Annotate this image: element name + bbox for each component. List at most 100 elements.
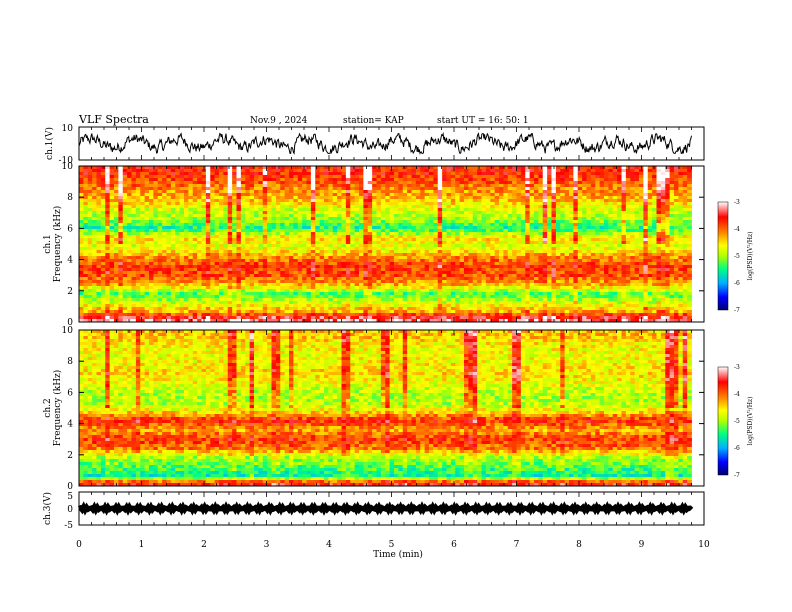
- spectrogram-cell: [459, 256, 465, 260]
- spectrogram-cell: [665, 268, 671, 272]
- spectrogram-cell: [604, 268, 609, 272]
- spectrogram-cell: [175, 187, 181, 191]
- spectrogram-cell: [157, 244, 163, 248]
- spectrogram-cell: [490, 193, 496, 197]
- spectrogram-cell: [337, 172, 342, 176]
- spectrogram-cell: [271, 190, 277, 194]
- spectrogram-cell: [363, 208, 369, 212]
- spectrogram-cell: [503, 184, 509, 188]
- spectrogram-cell: [162, 235, 167, 239]
- spectrogram-cell: [639, 262, 644, 266]
- spectrogram-cell: [310, 262, 316, 266]
- spectrogram-cell: [122, 175, 128, 179]
- spectrogram-cell: [674, 238, 679, 242]
- spectrogram-cell: [367, 241, 373, 245]
- spectrogram-cell: [424, 205, 430, 209]
- spectrogram-cell: [79, 184, 84, 188]
- spectrogram-cell: [643, 217, 649, 221]
- spectrogram-cell: [79, 220, 84, 224]
- spectrogram-cell: [245, 178, 251, 182]
- spectrogram-cell: [188, 199, 194, 203]
- spectrogram-cell: [555, 196, 561, 200]
- spectrogram-cell: [599, 217, 605, 221]
- spectrogram-cell: [385, 268, 391, 272]
- spectrogram-cell: [170, 178, 176, 182]
- spectrogram-cell: [153, 256, 159, 260]
- spectrogram-cell: [415, 241, 421, 245]
- spectrogram-cell: [258, 268, 264, 272]
- spectrogram-cell: [682, 238, 688, 242]
- spectrogram-cell: [385, 184, 391, 188]
- spectrogram-cell: [464, 262, 469, 266]
- spectrogram-cell: [494, 211, 500, 215]
- spectrogram-cell: [407, 196, 412, 200]
- spectrogram-cell: [245, 232, 251, 236]
- spectrogram-cell: [249, 172, 255, 176]
- spectrogram-cell: [87, 229, 93, 233]
- spectrogram-cell: [525, 247, 531, 251]
- spectrogram-cell: [380, 250, 386, 254]
- spectrogram-cell: [472, 226, 478, 230]
- spectrogram-cell: [271, 184, 277, 188]
- spectrogram-cell: [175, 190, 181, 194]
- spectrogram-cell: [499, 268, 504, 272]
- spectrogram-cell: [324, 196, 329, 200]
- spectrogram-cell: [319, 172, 325, 176]
- spectrogram-cell: [402, 229, 408, 233]
- spectrogram-cell: [214, 247, 220, 251]
- spectrogram-cell: [485, 235, 491, 239]
- spectrogram-cell: [547, 256, 552, 260]
- spectrogram-cell: [608, 166, 614, 170]
- spectrogram-cell: [472, 247, 478, 251]
- spectrogram-cell: [555, 178, 561, 182]
- spectrogram-cell: [87, 190, 93, 194]
- spectrogram-cell: [345, 262, 351, 266]
- spectrogram-cell: [499, 208, 504, 212]
- spectrogram-cell: [153, 223, 159, 227]
- spectrogram-cell: [205, 241, 211, 245]
- spectrogram-cell: [236, 229, 242, 233]
- spectrogram-cell: [175, 211, 181, 215]
- spectrogram-cell: [280, 226, 286, 230]
- spectrogram-cell: [332, 187, 338, 191]
- spectrogram-cell: [109, 241, 115, 245]
- spectrogram-cell: [367, 232, 373, 236]
- spectrogram-cell: [678, 193, 684, 197]
- spectrogram-cell: [429, 181, 434, 185]
- spectrogram-cell: [293, 271, 299, 275]
- spectrogram-cell: [249, 235, 255, 239]
- spectrogram-cell: [682, 175, 688, 179]
- spectrogram-cell: [394, 253, 399, 257]
- spectrogram-cell: [175, 226, 181, 230]
- spectrogram-cell: [293, 199, 299, 203]
- spectrogram-cell: [236, 250, 242, 254]
- spectrogram-cell: [271, 205, 277, 209]
- spectrogram-cell: [249, 205, 255, 209]
- spectrogram-cell: [192, 181, 198, 185]
- spectrogram-cell: [153, 187, 159, 191]
- spectrogram-cell: [337, 181, 342, 185]
- spectrogram-cell: [319, 187, 325, 191]
- spectrogram-cell: [297, 232, 303, 236]
- spectrogram-cell: [437, 229, 443, 233]
- spectrogram-cell: [236, 214, 242, 218]
- spectrogram-cell: [687, 214, 692, 218]
- spectrogram-cell: [109, 250, 115, 254]
- spectrogram-cell: [232, 211, 237, 215]
- spectrogram-cell: [105, 271, 111, 275]
- spectrogram-cell: [481, 205, 487, 209]
- spectrogram-cell: [385, 175, 391, 179]
- spectrogram-cell: [79, 181, 84, 185]
- spectrogram-cell: [398, 235, 404, 239]
- spectrogram-cell: [114, 262, 119, 266]
- spectrogram-cell: [520, 268, 526, 272]
- spectrogram-cell: [577, 196, 583, 200]
- spectrogram-cell: [328, 232, 334, 236]
- spectrogram-cell: [280, 193, 286, 197]
- spectrogram-cell: [595, 226, 601, 230]
- spectrogram-cell: [682, 166, 688, 170]
- spectrogram-cell: [96, 250, 102, 254]
- spectrogram-cell: [547, 178, 552, 182]
- spectrogram-cell: [656, 253, 662, 257]
- spectrogram-cell: [359, 190, 364, 194]
